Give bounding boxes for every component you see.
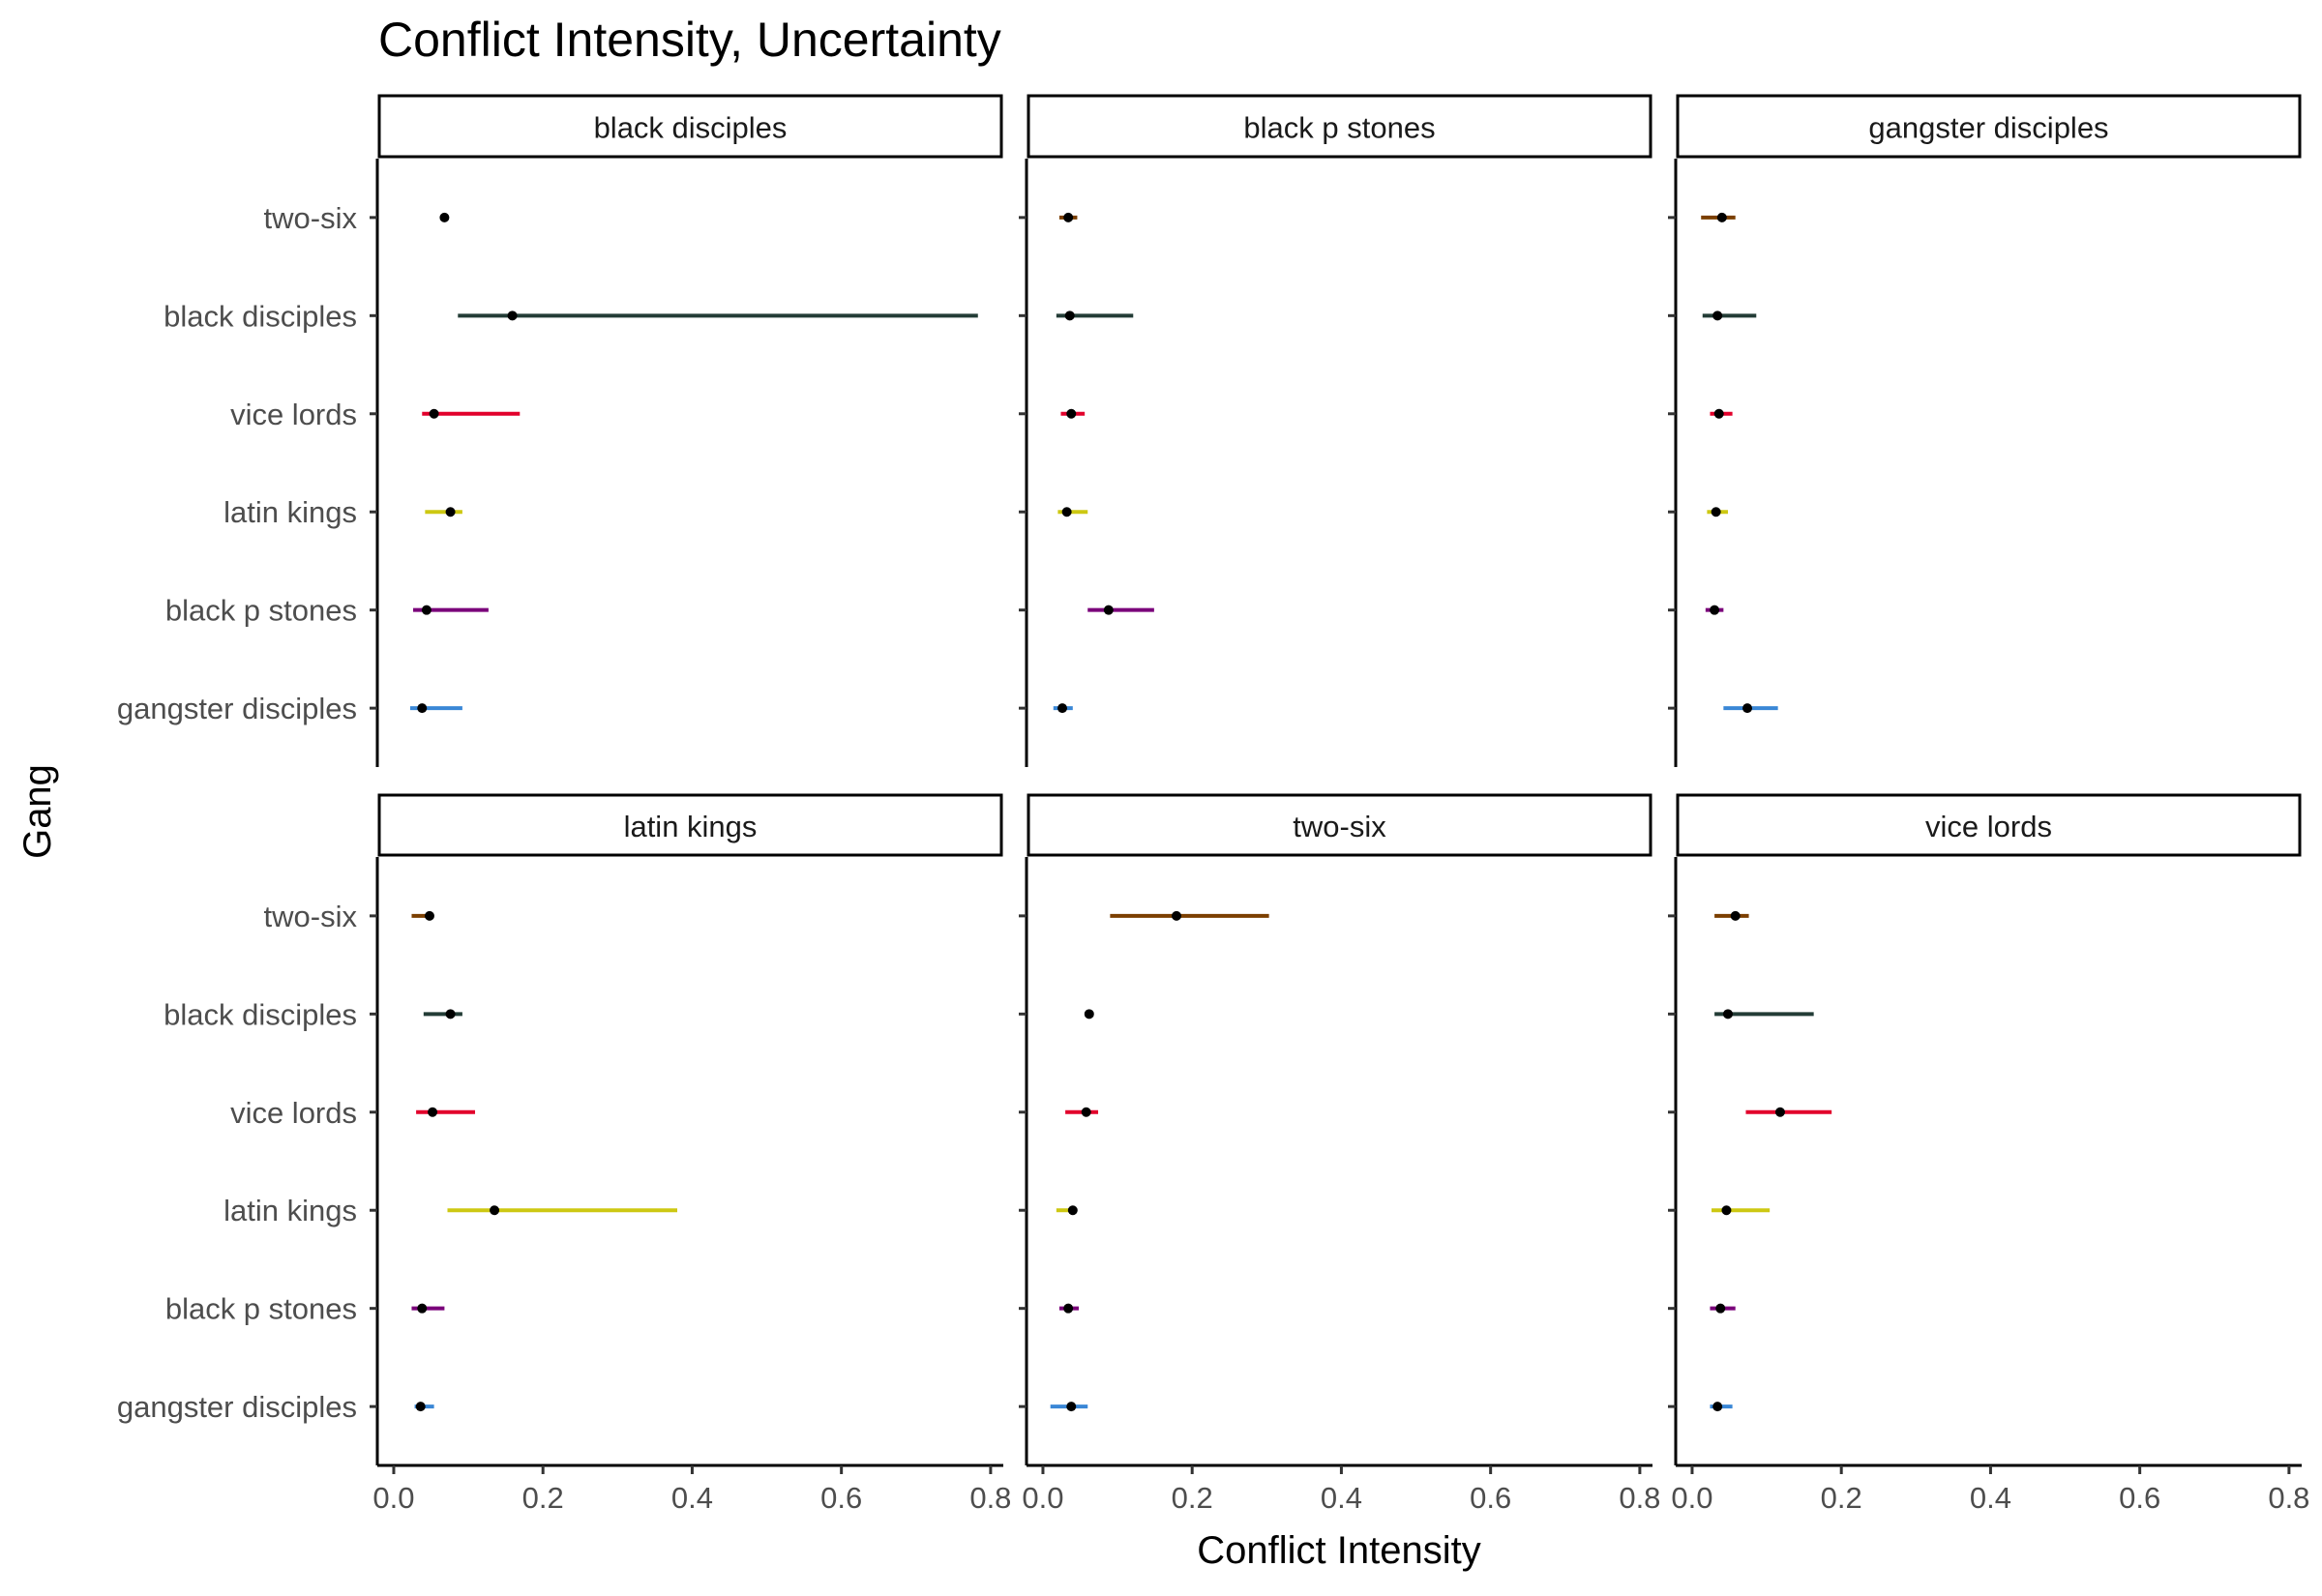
data-point (1063, 1303, 1074, 1314)
y-axis-label: Gang (16, 764, 59, 859)
x-tick-label: 0.6 (2119, 1481, 2160, 1515)
x-tick-label: 0.4 (1321, 1481, 1362, 1515)
facet-strip-label: black p stones (1243, 111, 1435, 145)
x-tick-label: 0.2 (1172, 1481, 1213, 1515)
data-point (1716, 212, 1727, 222)
data-point (428, 1107, 438, 1117)
data-point (507, 310, 518, 321)
data-point (1715, 1303, 1726, 1314)
data-point (1721, 1205, 1732, 1216)
data-point (1064, 310, 1075, 321)
x-tick-label: 0.6 (1470, 1481, 1511, 1515)
x-tick-label: 0.4 (1970, 1481, 2011, 1515)
y-tick-label: latin kings (223, 495, 357, 529)
data-point (1063, 212, 1074, 222)
data-point (424, 910, 434, 921)
y-tick-label: black p stones (165, 1292, 357, 1326)
data-point (1710, 605, 1720, 615)
x-tick-label: 0.0 (372, 1481, 414, 1515)
facet-strip-label: vice lords (1925, 810, 2052, 843)
y-tick-label: black disciples (164, 997, 357, 1031)
data-point (1722, 1009, 1733, 1020)
data-point (417, 703, 428, 714)
data-point (421, 605, 432, 615)
data-point (1711, 507, 1721, 517)
data-point (415, 1402, 426, 1412)
x-tick-label: 0.2 (522, 1481, 564, 1515)
data-point (1713, 408, 1724, 419)
facet-strip-label: two-six (1293, 810, 1386, 843)
data-point (417, 1303, 428, 1314)
data-point (445, 1009, 456, 1020)
data-point (1081, 1107, 1091, 1117)
data-point (1712, 310, 1723, 321)
y-tick-label: vice lords (230, 1096, 357, 1130)
x-tick-label: 0.2 (1821, 1481, 1862, 1515)
data-point (490, 1205, 500, 1216)
y-tick-label: black disciples (164, 299, 357, 333)
y-tick-label: black p stones (165, 594, 357, 628)
data-point (1712, 1402, 1723, 1412)
facet-strip (1027, 793, 1652, 857)
data-point (429, 408, 439, 419)
facet-strip-label: black disciples (594, 111, 788, 145)
facet-strip (377, 94, 1003, 159)
x-tick-label: 0.8 (2268, 1481, 2309, 1515)
data-point (1103, 605, 1114, 615)
data-point (1172, 910, 1182, 921)
y-tick-label: vice lords (230, 398, 357, 431)
facet-strip (377, 793, 1003, 857)
data-point (1066, 1402, 1077, 1412)
x-tick-label: 0.0 (1022, 1481, 1063, 1515)
data-point (1061, 507, 1072, 517)
chart-title: Conflict Intensity, Uncertainty (378, 13, 1001, 67)
data-point (445, 507, 456, 517)
facet-strip (1676, 94, 2302, 159)
data-point (439, 212, 450, 222)
x-tick-label: 0.8 (969, 1481, 1011, 1515)
data-point (1730, 910, 1741, 921)
y-tick-label: gangster disciples (117, 692, 357, 725)
data-point (1084, 1009, 1094, 1020)
y-tick-label: two-six (264, 900, 358, 933)
facet-strip-label: latin kings (624, 810, 758, 843)
x-tick-label: 0.6 (820, 1481, 862, 1515)
facet-strip-label: gangster disciples (1868, 111, 2108, 145)
facet-strip (1027, 94, 1652, 159)
y-tick-label: two-six (264, 201, 358, 235)
y-tick-label: latin kings (223, 1194, 357, 1227)
data-point (1742, 703, 1753, 714)
data-point (1057, 703, 1068, 714)
data-point (1774, 1107, 1785, 1117)
x-axis-label: Conflict Intensity (1197, 1529, 1480, 1572)
y-tick-label: gangster disciples (117, 1390, 357, 1424)
facet-strip (1676, 793, 2302, 857)
data-point (1067, 1205, 1078, 1216)
x-tick-label: 0.0 (1671, 1481, 1712, 1515)
x-tick-label: 0.8 (1619, 1481, 1660, 1515)
x-tick-label: 0.4 (671, 1481, 713, 1515)
data-point (1066, 408, 1077, 419)
